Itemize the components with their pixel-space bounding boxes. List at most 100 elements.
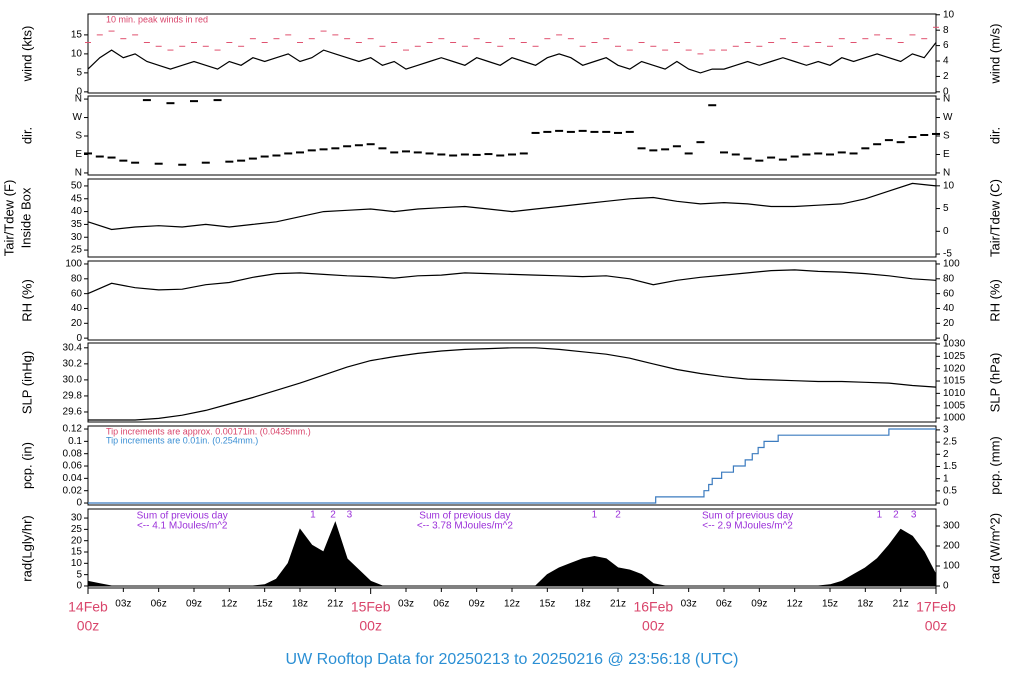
day-sum-value: <-- 3.78 MJoules/m^2 — [417, 521, 514, 532]
y2-axis-label: dir. — [987, 127, 1002, 144]
y-tick-label: 0.08 — [63, 448, 83, 459]
day-sum-value: <-- 2.9 MJoules/m^2 — [702, 521, 793, 532]
x-tick-label: 12z — [221, 599, 237, 610]
y-tick-label: 20 — [71, 318, 83, 329]
y-axis-label: RH (%) — [19, 279, 34, 322]
y2-tick-label: 0 — [943, 498, 949, 509]
chart-title: UW Rooftop Data for 20250213 to 20250216… — [286, 651, 739, 668]
y-tick-label: 0.1 — [68, 436, 82, 447]
y2-tick-label: 1025 — [943, 351, 966, 362]
y2-tick-label: W — [943, 112, 953, 123]
y2-tick-label: 8 — [943, 25, 949, 36]
y2-tick-label: 2 — [943, 71, 949, 82]
y-tick-label: 5 — [76, 569, 82, 580]
y2-tick-label: 10 — [943, 180, 955, 191]
y-tick-label: N — [75, 94, 82, 105]
panel-note: 10 min. peak winds in red — [106, 14, 208, 24]
y2-tick-label: 60 — [943, 288, 955, 299]
y-tick-label: 30.0 — [63, 375, 83, 386]
series-line — [87, 182, 937, 231]
y-tick-label: 30.2 — [63, 358, 83, 369]
y-tick-label: 25 — [71, 524, 83, 535]
y2-tick-label: 2.5 — [943, 437, 957, 448]
x-tick-label: 15z — [257, 599, 273, 610]
panel-frame — [87, 178, 937, 258]
y-axis-label: wind (kts) — [19, 26, 34, 83]
y-tick-label: N — [75, 168, 82, 179]
y2-tick-label: 1.5 — [943, 461, 957, 472]
y2-tick-label: 6 — [943, 40, 949, 51]
day-sum-value: <-- 4.1 MJoules/m^2 — [137, 521, 228, 532]
x-tick-label: 21z — [610, 599, 626, 610]
y2-tick-label: N — [943, 168, 950, 179]
y2-tick-label: 1015 — [943, 376, 966, 387]
panel-note: Tip increments are approx. 0.00171in. (0… — [106, 426, 311, 436]
y2-tick-label: S — [943, 131, 950, 142]
x-tick-label: 21z — [327, 599, 343, 610]
y-tick-label: W — [73, 112, 83, 123]
y2-tick-label: 2 — [943, 449, 949, 460]
y-tick-label: 30.4 — [63, 342, 83, 353]
panel-frame — [87, 13, 937, 94]
x-tick-label: 03z — [681, 599, 697, 610]
y-tick-label: 60 — [71, 288, 83, 299]
y-tick-label: 45 — [71, 193, 83, 204]
y2-tick-label: E — [943, 149, 950, 160]
y-tick-label: 20 — [71, 535, 83, 546]
x-tick-label: 12z — [504, 599, 520, 610]
panel-frame — [87, 342, 937, 423]
x-tick-label: 18z — [857, 599, 873, 610]
y2-tick-label: 1000 — [943, 413, 966, 424]
y2-axis-label: wind (m/s) — [987, 24, 1002, 85]
x-tick-label: 12z — [787, 599, 803, 610]
y2-axis-label: pcp. (mm) — [987, 436, 1002, 495]
y-axis-label: Inside Box — [18, 187, 33, 248]
day-sum-label: Sum of previous day — [137, 511, 228, 522]
y2-tick-label: 5 — [943, 203, 949, 214]
y-axis-label: dir. — [19, 127, 34, 144]
panel-frame — [87, 425, 937, 506]
y2-tick-label: -5 — [943, 249, 952, 260]
y2-axis-label: SLP (hPa) — [987, 353, 1002, 413]
peak-marker: 1 — [877, 510, 883, 521]
y2-tick-label: 200 — [943, 541, 960, 552]
y-tick-label: 10 — [71, 558, 83, 569]
peak-marker: 2 — [615, 510, 621, 521]
peak-marker: 2 — [330, 510, 336, 521]
x-day-label: 16Feb — [633, 599, 673, 615]
y2-tick-label: 40 — [943, 303, 955, 314]
y2-tick-label: 3 — [943, 425, 949, 436]
y2-tick-label: 0 — [943, 226, 949, 237]
x-tick-label: 15z — [822, 599, 838, 610]
y-tick-label: 29.6 — [63, 407, 83, 418]
y2-tick-label: 100 — [943, 561, 960, 572]
y-tick-label: 0.12 — [63, 424, 83, 435]
x-day-time: 00z — [925, 618, 948, 634]
y2-tick-label: 1005 — [943, 400, 966, 411]
x-tick-label: 06z — [716, 599, 732, 610]
panel-frame — [87, 95, 937, 176]
y-tick-label: 5 — [76, 68, 82, 79]
x-tick-label: 09z — [751, 599, 767, 610]
y2-tick-label: 4 — [943, 56, 949, 67]
y-tick-label: 0 — [76, 581, 82, 592]
y-axis-label: rad(Lgly/hr) — [19, 515, 34, 581]
x-tick-label: 03z — [115, 599, 131, 610]
y-tick-label: 100 — [65, 259, 82, 270]
x-tick-label: 09z — [186, 599, 202, 610]
y-tick-label: 29.8 — [63, 391, 83, 402]
y2-tick-label: 1010 — [943, 388, 966, 399]
x-day-label: 14Feb — [68, 599, 108, 615]
peak-marker: 3 — [911, 510, 917, 521]
y2-axis-label: rad (W/m^2) — [987, 513, 1002, 584]
x-tick-label: 06z — [151, 599, 167, 610]
y2-tick-label: 1020 — [943, 363, 966, 374]
y-tick-label: 0.04 — [63, 473, 83, 484]
y-tick-label: 15 — [71, 30, 83, 41]
y2-tick-label: 1030 — [943, 339, 966, 350]
y-tick-label: 10 — [71, 49, 83, 60]
y-tick-label: 0.06 — [63, 461, 83, 472]
y-axis-label: pcp. (in) — [19, 442, 34, 489]
panel-note: Tip increments are 0.01in. (0.254mm.) — [106, 435, 258, 445]
y-tick-label: 0 — [76, 333, 82, 344]
